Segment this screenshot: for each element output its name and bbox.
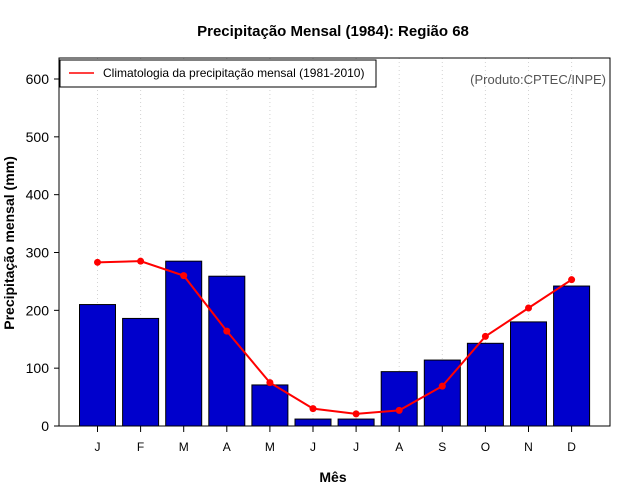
- climatology-point: [309, 405, 317, 413]
- x-tick-label: S: [438, 440, 446, 454]
- grid-lines: [97, 58, 573, 426]
- bar: [510, 321, 547, 427]
- x-tick-label: J: [310, 440, 316, 454]
- plot-frame: [58, 57, 611, 427]
- bar: [380, 371, 418, 427]
- y-axis-label: Precipitação mensal (mm): [1, 156, 17, 330]
- y-tick-label: 500: [26, 129, 50, 145]
- x-tick-label: O: [481, 440, 490, 454]
- climatology-point: [223, 327, 231, 335]
- bar: [122, 317, 160, 427]
- climatology-point: [438, 382, 446, 390]
- bars: [79, 260, 591, 427]
- chart-title: Precipitação Mensal (1984): Região 68: [197, 23, 469, 40]
- x-tick-label: A: [223, 440, 231, 454]
- legend-entry-climatology: Climatologia da precipitação mensal (198…: [103, 66, 364, 80]
- y-tick-label: 300: [26, 245, 50, 261]
- bar: [466, 342, 504, 427]
- x-tick-label: J: [95, 440, 101, 454]
- climatology-point: [180, 272, 188, 280]
- climatology-point: [94, 258, 101, 266]
- bar: [165, 260, 203, 427]
- climatology-line: [97, 260, 573, 415]
- climatology-line-group: [94, 257, 576, 418]
- climatology-point: [568, 276, 576, 284]
- x-tick-label: M: [265, 440, 275, 454]
- y-tick-label: 0: [41, 418, 49, 434]
- bar: [208, 275, 246, 427]
- bar: [251, 384, 289, 427]
- x-tick-label: A: [395, 440, 403, 454]
- x-axis-label: Mês: [319, 469, 346, 485]
- legend: Climatologia da precipitação mensal (198…: [59, 59, 377, 88]
- climatology-point: [137, 257, 145, 265]
- bar: [553, 285, 591, 427]
- x-tick-label: N: [524, 440, 533, 454]
- y-tick-label: 400: [26, 187, 50, 203]
- climatology-point: [395, 406, 403, 414]
- y-tick-label: 100: [26, 360, 50, 376]
- y-tick-label: 200: [26, 302, 50, 318]
- credit-annotation: (Produto:CPTEC/INPE): [470, 72, 606, 87]
- bar: [79, 304, 116, 427]
- y-tick-label: 600: [26, 71, 50, 87]
- x-tick-label: M: [179, 440, 189, 454]
- climatology-point: [266, 379, 274, 387]
- y-axis: 0 100 200 300 400 500 600: [26, 71, 59, 434]
- x-tick-label: J: [353, 440, 359, 454]
- x-tick-label: D: [567, 440, 576, 454]
- climatology-point: [352, 410, 360, 418]
- legend-box: [59, 59, 377, 88]
- x-tick-label: F: [137, 440, 144, 454]
- bar: [294, 418, 332, 427]
- bar: [337, 418, 375, 427]
- climatology-point: [525, 304, 532, 312]
- climatology-point: [481, 332, 489, 340]
